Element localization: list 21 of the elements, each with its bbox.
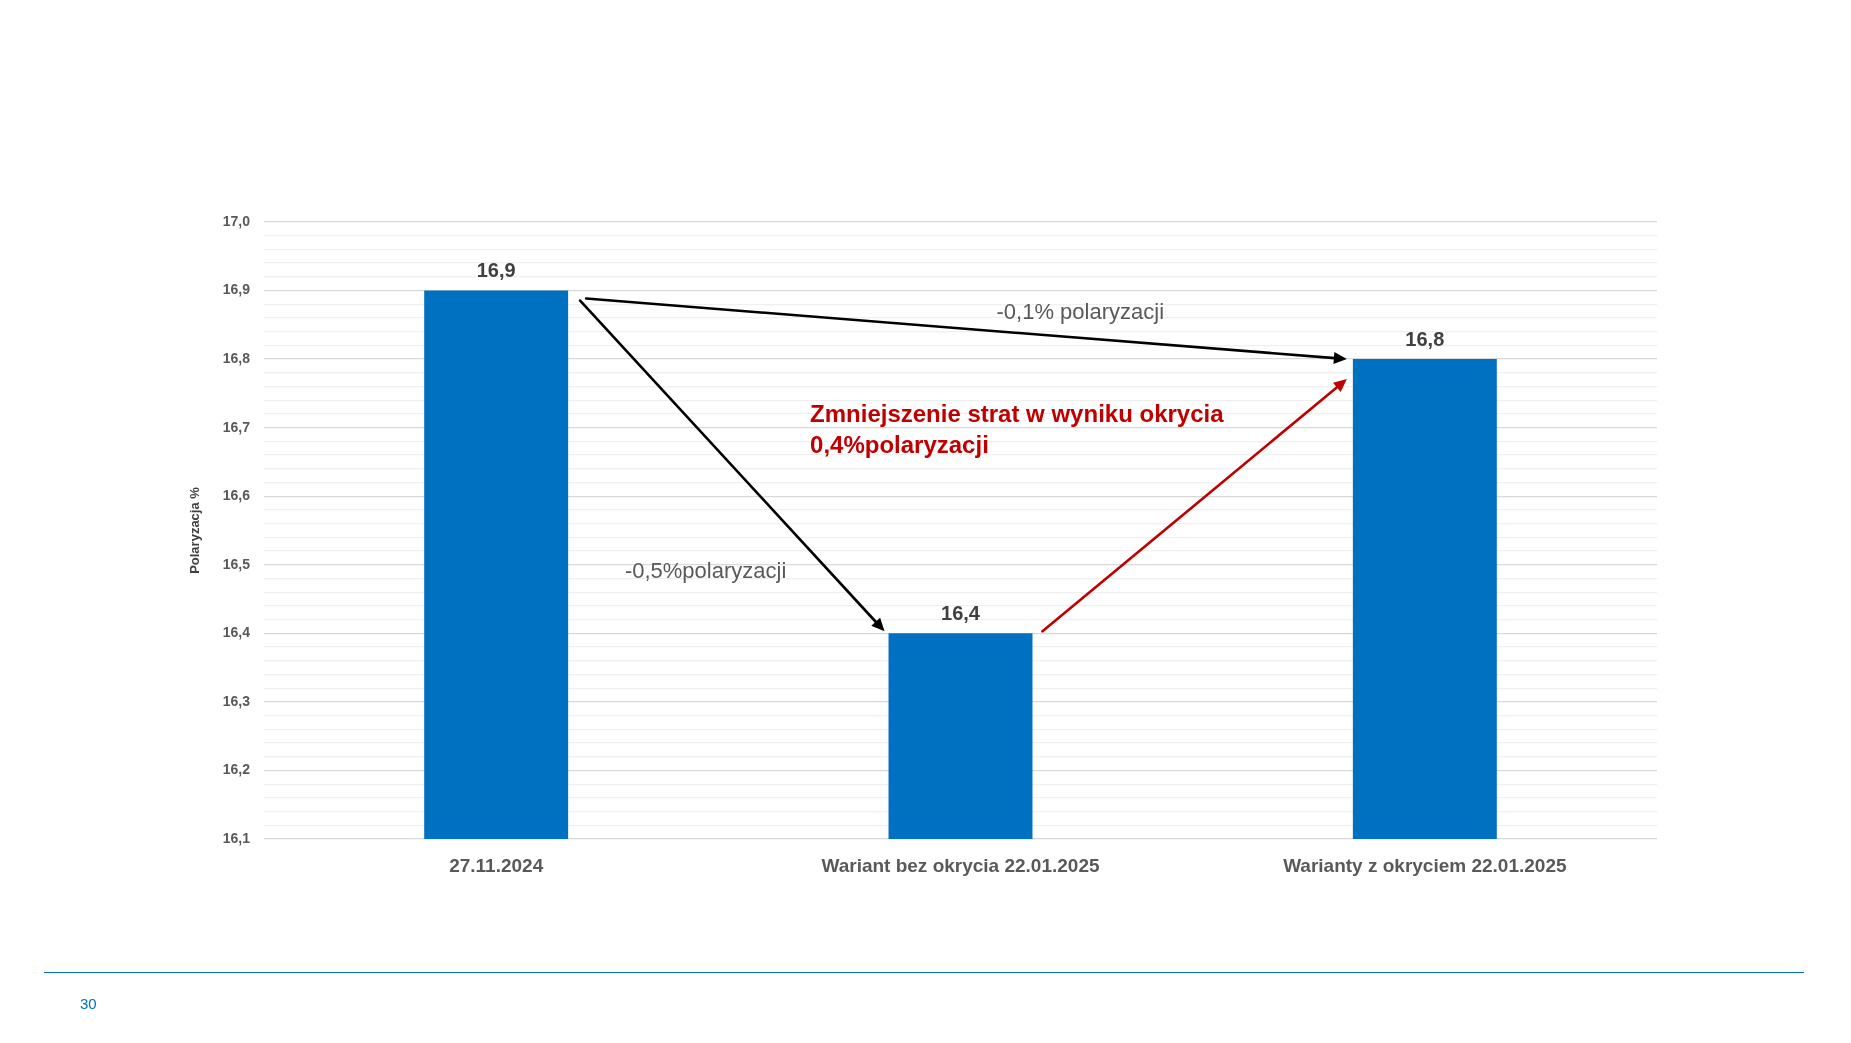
y-tick-label: 16,7 (222, 418, 251, 435)
data-label: 16,9 (476, 259, 516, 282)
annotation: -0,5%polaryzacji (624, 556, 787, 585)
y-tick-label: 16,8 (222, 349, 251, 366)
y-tick-label: 17,0 (222, 212, 251, 229)
y-tick-label: 16,4 (222, 624, 251, 641)
x-tick-label: Wariant bez okrycia 22.01.2025 (821, 854, 1100, 876)
y-tick-label: 16,5 (222, 555, 251, 572)
y-tick-label: 16,2 (222, 761, 251, 778)
x-tick-label: 27.11.2024 (449, 854, 544, 876)
annotation: -0,1% polaryzacji (996, 297, 1165, 326)
data-label: 16,4 (941, 601, 981, 624)
x-tick-label: Warianty z okryciem 22.01.2025 (1283, 854, 1567, 876)
y-tick-label: 16,3 (222, 692, 251, 709)
data-label: 16,8 (1405, 327, 1445, 350)
y-tick-label: 16,1 (222, 829, 251, 846)
y-tick-label: 16,9 (222, 281, 251, 298)
annotation: Zmniejszenie strat w wyniku okrycia 0,4%polaryzacji (810, 398, 1225, 461)
y-axis-title: Polaryzacja % (187, 486, 203, 574)
text: 30 (80, 995, 97, 1012)
y-tick-label: 16,6 (222, 487, 251, 504)
